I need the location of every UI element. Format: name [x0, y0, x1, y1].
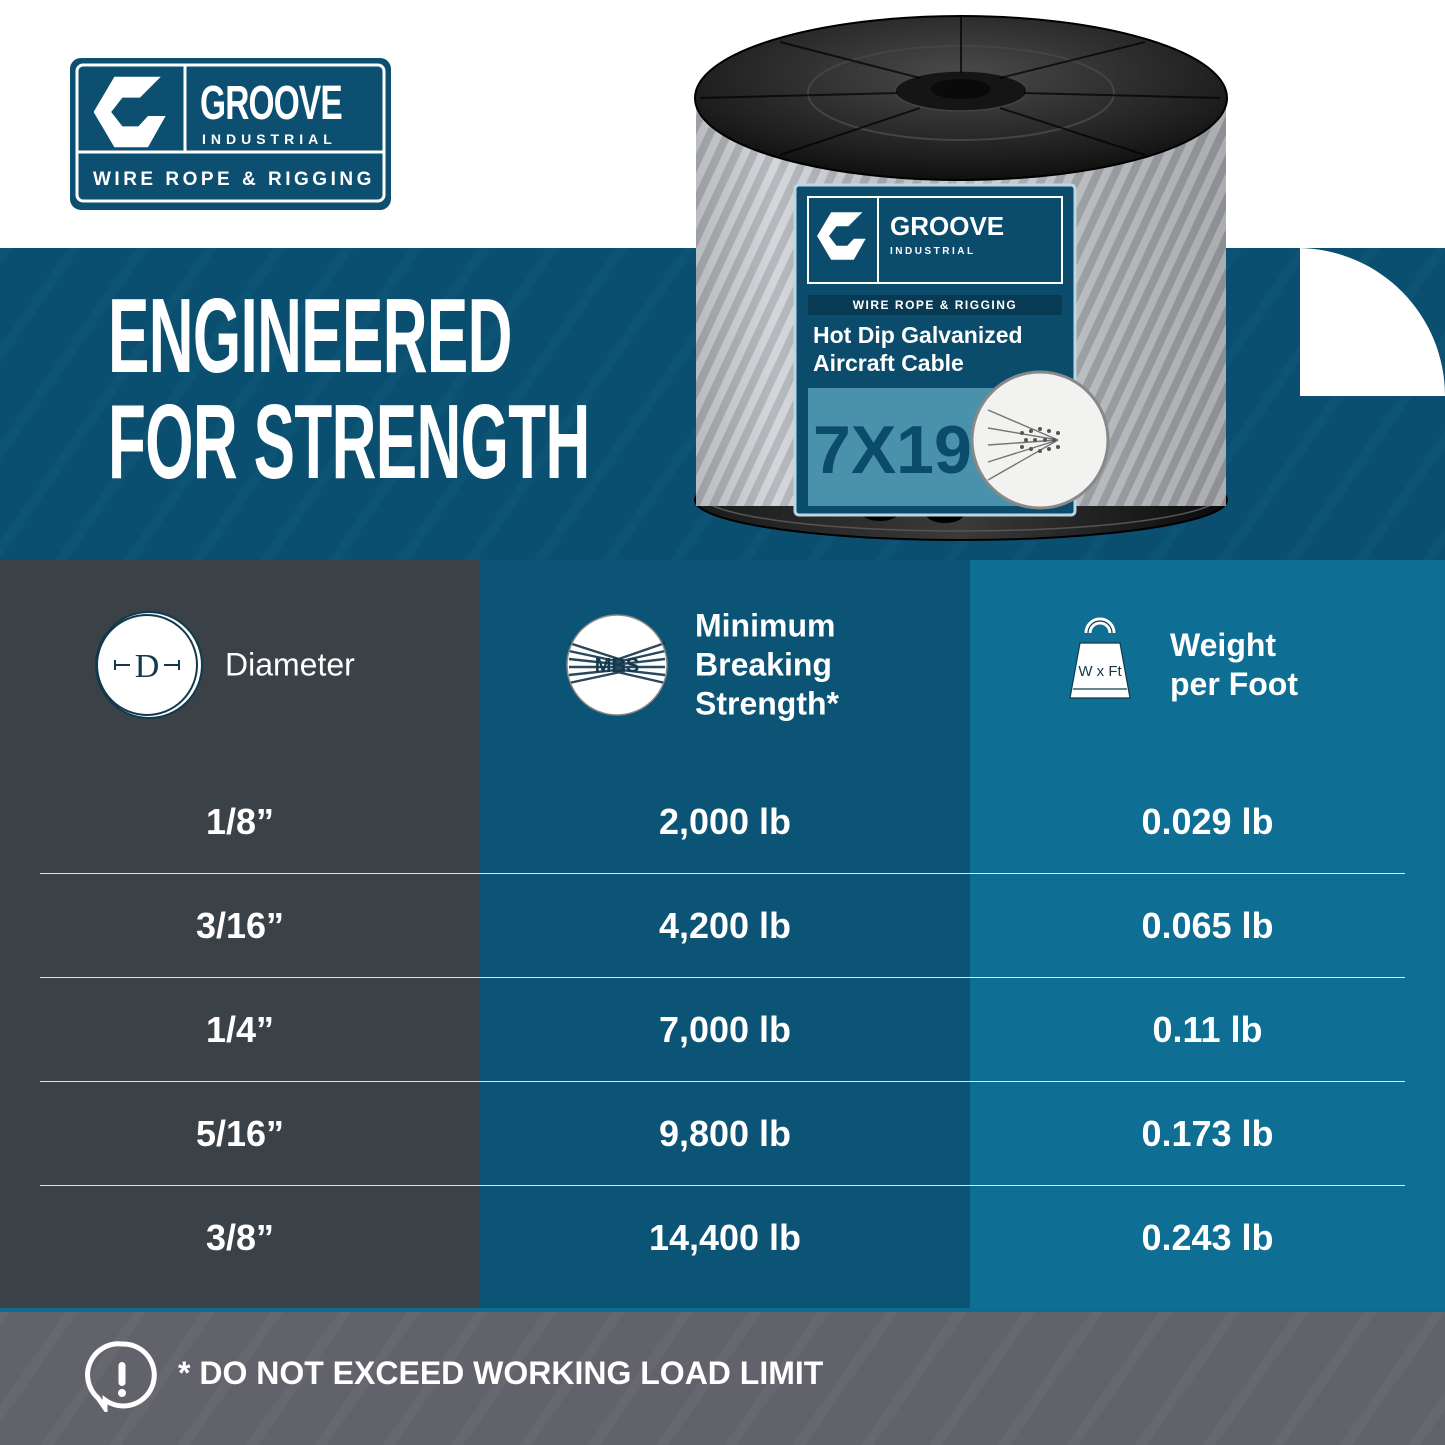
- svg-text:Hot Dip Galvanized: Hot Dip Galvanized: [813, 322, 1023, 348]
- svg-text:WIRE ROPE & RIGGING: WIRE ROPE & RIGGING: [853, 298, 1018, 312]
- svg-text:7X19: 7X19: [813, 412, 972, 488]
- svg-text:D: D: [135, 648, 160, 685]
- svg-text:Aircraft Cable: Aircraft Cable: [813, 350, 964, 376]
- svg-text:MBS: MBS: [595, 655, 639, 677]
- svg-text:W x Ft: W x Ft: [1078, 663, 1122, 680]
- svg-text:GROOVE: GROOVE: [890, 211, 1004, 241]
- svg-text:INDUSTRIAL: INDUSTRIAL: [890, 246, 976, 257]
